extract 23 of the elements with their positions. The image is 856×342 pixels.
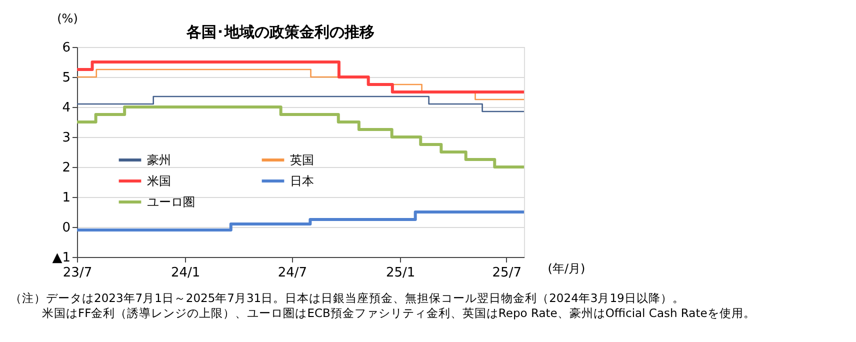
legend-label: 豪州	[147, 153, 171, 167]
legend-label: 英国	[290, 153, 314, 167]
y-axis-title: (%)	[57, 12, 78, 26]
y-tick-label: 3	[62, 130, 70, 146]
y-tick-label: 4	[62, 100, 70, 116]
legend-label: 日本	[290, 174, 314, 188]
x-axis-title: (年/月)	[548, 262, 586, 276]
x-tick-label: 24/1	[170, 266, 200, 280]
legend-label: 米国	[147, 174, 171, 188]
text: （注）データは2023年7月1日～2025年7月31日。日本は日銀当座預金、無担保コール翌日物金利（2024年3月19日以降）。	[10, 291, 684, 305]
legend-label: ユーロ圏	[147, 195, 195, 209]
y-tick-label: 5	[62, 70, 70, 86]
y-tick-label: 2	[62, 160, 70, 176]
chart-title: 各国･地域の政策金利の推移	[186, 23, 374, 41]
x-tick-label: 23/7	[62, 266, 92, 280]
y-tick-label: 6	[62, 40, 70, 56]
y-tick-label: 0	[62, 220, 70, 236]
x-tick-label: 25/7	[492, 266, 522, 280]
x-tick-label: 25/1	[386, 266, 416, 280]
y-tick-label: ▲1	[52, 250, 70, 266]
y-tick-label: 1	[62, 190, 70, 206]
x-tick-label: 24/7	[278, 266, 308, 280]
text: 米国はFF金利（誘導レンジの上限）、ユーロ圏はECB預金ファシリティ金利、英国はRepo Rate、豪州はOfficial Cash Rateを使用。	[42, 306, 756, 320]
